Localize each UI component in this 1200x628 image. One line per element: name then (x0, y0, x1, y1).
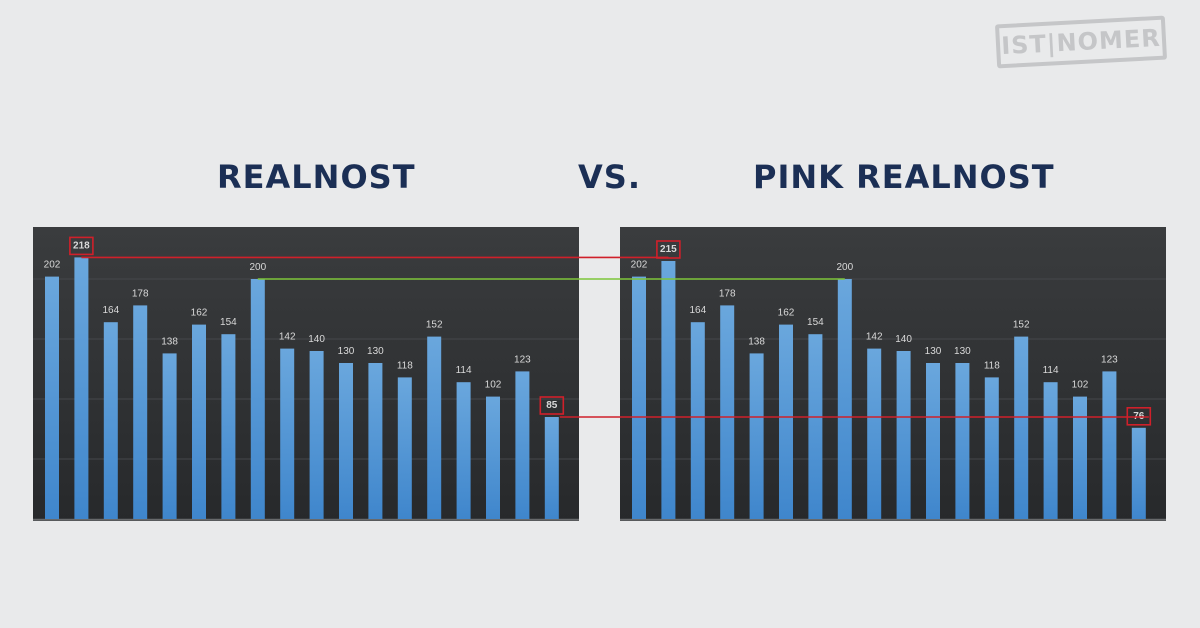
bar-value-label: 142 (279, 332, 296, 343)
highlight-box (69, 236, 94, 256)
bar (162, 353, 177, 519)
bar-value-label: 178 (719, 288, 736, 299)
bar-value-label: 178 (132, 288, 149, 299)
bar-value-label: 162 (191, 308, 208, 319)
bar-value-label: 114 (1043, 365, 1059, 376)
bar (221, 334, 236, 519)
bar (45, 276, 59, 519)
bar (309, 351, 324, 519)
bar-value-label: 130 (367, 346, 384, 357)
bar-value-label: 162 (778, 308, 795, 319)
bar-value-label: 102 (1072, 380, 1089, 391)
bar (984, 377, 999, 519)
chart-realnost: 202 218 164 178 138 162 154 200 142 140 130 130 118 1… (33, 227, 579, 521)
bar (779, 324, 793, 519)
bar-value-label: 154 (220, 317, 237, 328)
bar-value-label: 123 (514, 354, 531, 365)
bar (368, 363, 383, 519)
bar-value-label: 202 (631, 260, 648, 271)
bar (1102, 371, 1117, 519)
bar (1043, 382, 1058, 519)
title-pink-realnost: PINK REALNOST (753, 158, 1055, 196)
bar-value-label: 140 (895, 334, 912, 345)
comparison-lines (81, 256, 1149, 418)
bar-value-label: 85 (546, 400, 558, 411)
bar-value-label: 142 (866, 332, 883, 343)
bar (632, 276, 646, 519)
bar (661, 261, 676, 519)
bar (427, 336, 442, 519)
bar (867, 348, 882, 519)
bar-value-label: 130 (925, 346, 942, 357)
bar-value-label: 140 (308, 334, 325, 345)
bar (103, 322, 118, 519)
bar (749, 353, 764, 519)
bar-value-label: 114 (456, 365, 472, 376)
bar (690, 322, 705, 519)
bar (456, 382, 471, 519)
bar-value-label: 154 (807, 317, 824, 328)
bar-value-label: 164 (102, 305, 119, 316)
highlight-box (539, 396, 565, 415)
bar (250, 279, 265, 519)
bar-value-label: 152 (1013, 320, 1030, 331)
bar (74, 257, 89, 519)
bar-value-label: 164 (689, 305, 706, 316)
bar (544, 417, 559, 519)
bar-value-label: 118 (397, 360, 413, 371)
bar (486, 396, 500, 519)
bar-value-label: 215 (660, 244, 677, 255)
chart-pink-realnost: 202 215 164 178 138 162 154 200 142 140 130 130 118 1… (620, 227, 1166, 521)
bar-value-label: 152 (426, 320, 443, 331)
bar-value-label: 123 (1101, 354, 1118, 365)
bar (1073, 396, 1087, 519)
bar (1131, 427, 1146, 519)
bar (192, 324, 206, 519)
bar-value-label: 138 (161, 336, 178, 347)
title-realnost: REALNOST (217, 158, 416, 196)
bar (133, 305, 148, 519)
bar-value-label: 130 (338, 346, 355, 357)
bar-value-label: 138 (748, 336, 765, 347)
bar (339, 363, 353, 519)
title-vs: VS. (578, 158, 641, 196)
bar (926, 363, 940, 519)
bar-value-label: 130 (954, 346, 971, 357)
bar-value-label: 102 (485, 380, 502, 391)
bar (955, 363, 970, 519)
bar-value-label: 118 (984, 360, 1000, 371)
bar (720, 305, 735, 519)
bar-value-label: 218 (73, 240, 90, 251)
bar (397, 377, 412, 519)
bar-value-label: 200 (836, 262, 853, 273)
bar (1014, 336, 1029, 519)
bar (896, 351, 911, 519)
bar-value-label: 200 (249, 262, 266, 273)
bar (837, 279, 852, 519)
bar-value-label: 202 (44, 260, 61, 271)
bar (515, 371, 530, 519)
bar (808, 334, 823, 519)
bar (280, 348, 295, 519)
